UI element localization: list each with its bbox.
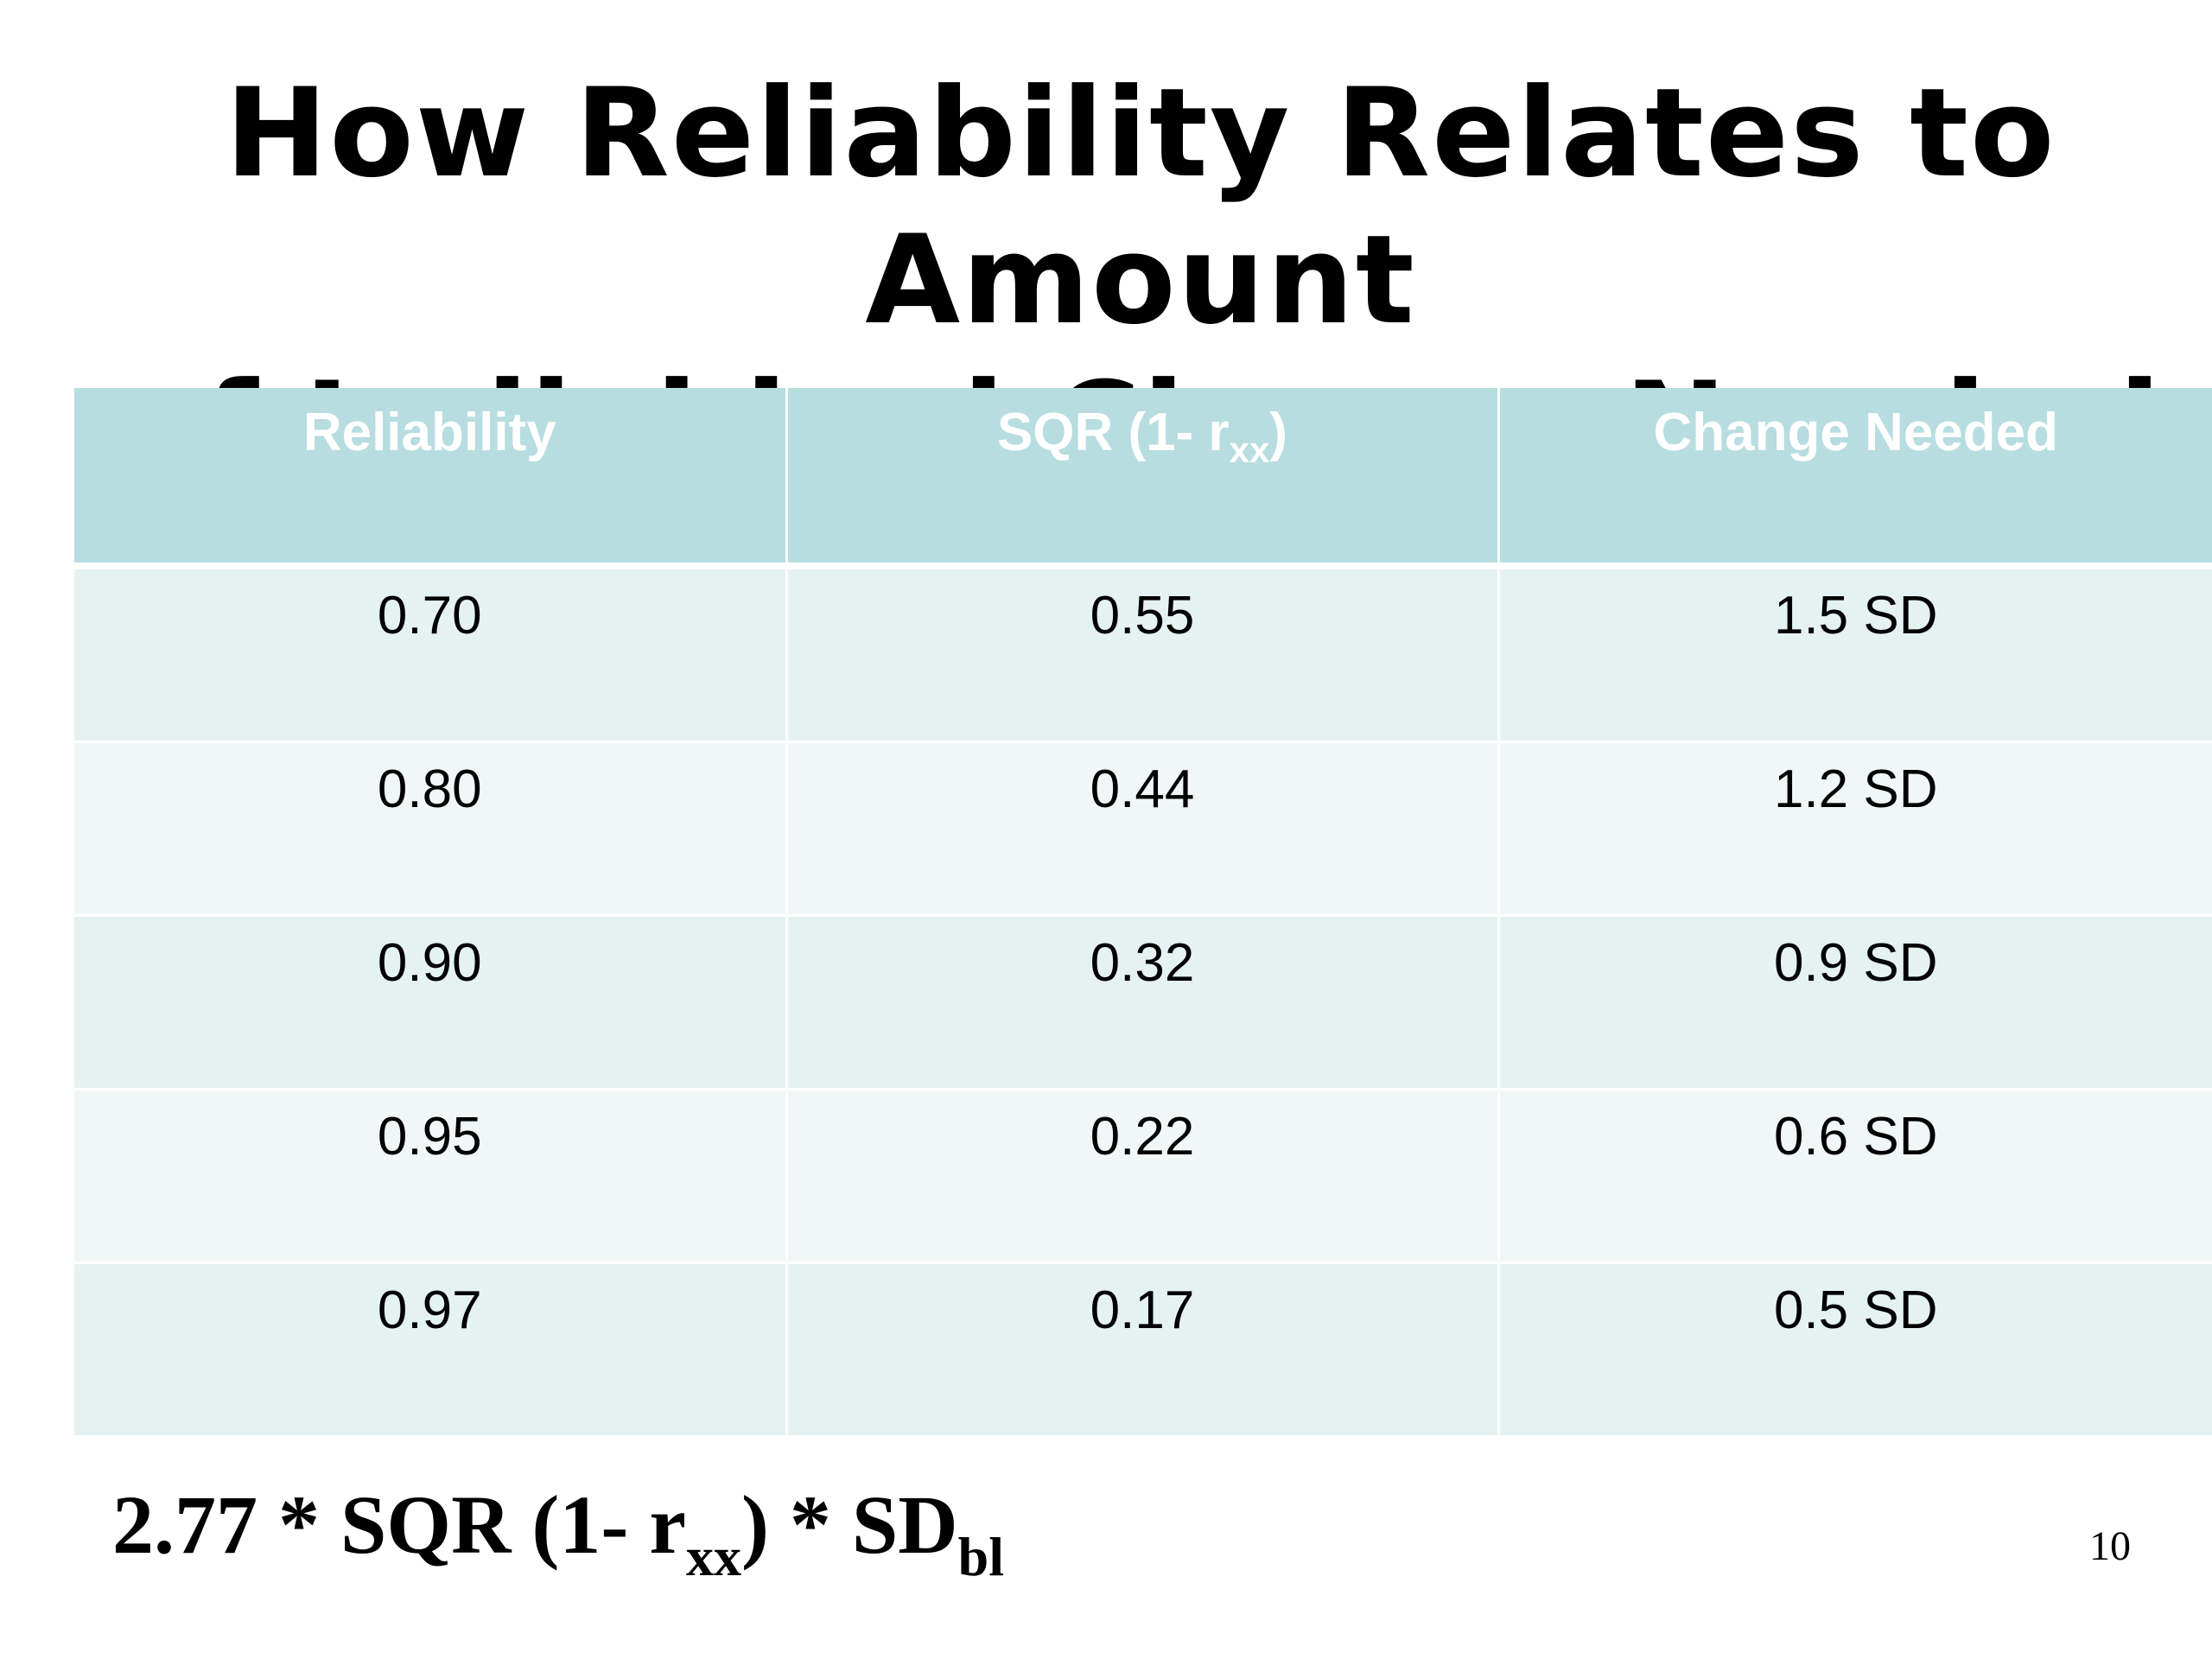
- formula-part-1: 2.77 * SQR (1- r: [112, 1478, 686, 1571]
- header-sqr-subscript: xx: [1229, 429, 1270, 470]
- cell-reliability: 0.97: [74, 1262, 788, 1438]
- cell-change-needed: 0.6 SD: [1498, 1089, 2212, 1264]
- table-row: 0.97 0.17 0.5 SD: [74, 1262, 2212, 1438]
- formula: 2.77 * SQR (1- rxx) * SDbl: [112, 1469, 1004, 1585]
- header-change-needed: Change Needed: [1498, 388, 2212, 569]
- header-reliability: Reliability: [74, 388, 788, 569]
- cell-reliability: 0.80: [74, 741, 788, 917]
- cell-sqr: 0.22: [786, 1089, 1500, 1264]
- cell-sqr: 0.17: [786, 1262, 1500, 1438]
- reliability-table: Reliability SQR (1- rxx) Change Needed 0…: [74, 388, 2212, 1438]
- header-sqr-main: SQR (1- r: [996, 403, 1230, 462]
- cell-reliability: 0.95: [74, 1089, 788, 1264]
- table-row: 0.90 0.32 0.9 SD: [74, 915, 2212, 1090]
- cell-reliability: 0.90: [74, 915, 788, 1090]
- formula-subscript-bl: bl: [957, 1526, 1004, 1587]
- page-number: 10: [2089, 1523, 2131, 1569]
- table-row: 0.70 0.55 1.5 SD: [74, 566, 2212, 743]
- cell-change-needed: 0.9 SD: [1498, 915, 2212, 1090]
- slide-title-line-1: How Reliability Relates to Amount: [225, 62, 2056, 352]
- cell-reliability: 0.70: [74, 566, 788, 743]
- cell-change-needed: 1.5 SD: [1498, 566, 2212, 743]
- table-row: 0.80 0.44 1.2 SD: [74, 741, 2212, 917]
- cell-change-needed: 1.2 SD: [1498, 741, 2212, 917]
- cell-sqr: 0.32: [786, 915, 1500, 1090]
- header-sqr: SQR (1- rxx): [786, 388, 1500, 569]
- header-sqr-close: ): [1269, 403, 1288, 462]
- table-header-row: Reliability SQR (1- rxx) Change Needed: [74, 388, 2212, 569]
- cell-sqr: 0.55: [786, 566, 1500, 743]
- table-row: 0.95 0.22 0.6 SD: [74, 1089, 2212, 1264]
- formula-part-2: ) * SD: [741, 1478, 958, 1571]
- formula-subscript-xx: xx: [685, 1526, 741, 1587]
- cell-change-needed: 0.5 SD: [1498, 1262, 2212, 1438]
- cell-sqr: 0.44: [786, 741, 1500, 917]
